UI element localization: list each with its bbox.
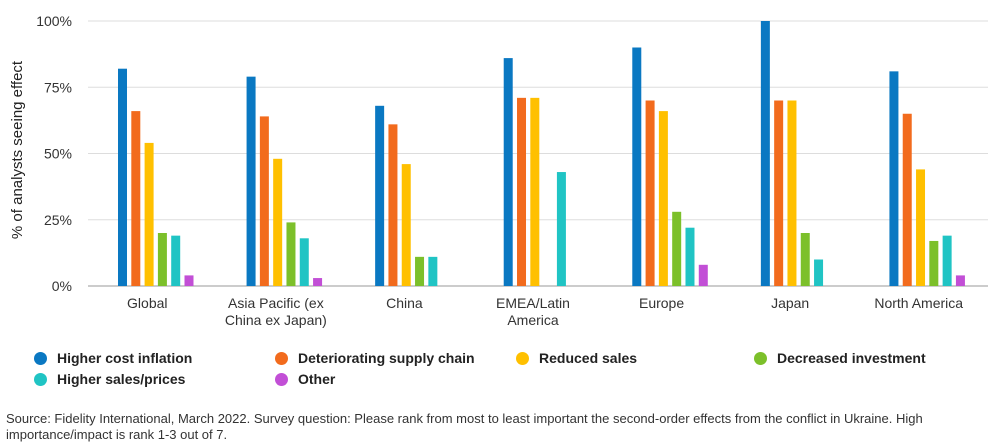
legend-swatch [34, 351, 47, 365]
x-tick-label: Global [127, 295, 167, 311]
x-tick-label: Japan [771, 295, 809, 311]
bar [503, 58, 513, 286]
x-tick-label: North America [874, 295, 963, 311]
bar [955, 275, 965, 286]
x-tick-label-line: EMEA/Latin [496, 295, 570, 311]
bar [698, 264, 708, 286]
bar [171, 235, 181, 286]
bar [889, 71, 899, 286]
bar [286, 222, 296, 286]
legend-item: Reduced sales [516, 348, 637, 368]
x-tick-label: EMEA/Latin America [496, 295, 570, 328]
legend-label: Reduced sales [539, 350, 638, 366]
legend-item: Higher cost inflation [34, 348, 192, 368]
bar [401, 164, 411, 286]
bar [259, 116, 269, 287]
bar [760, 21, 770, 286]
bar [184, 275, 194, 286]
bar [556, 172, 566, 286]
y-tick-label: 0% [52, 278, 72, 294]
y-tick-label: 25% [44, 212, 72, 228]
legend-swatch [275, 351, 288, 365]
bar [375, 105, 385, 286]
bar [645, 100, 655, 286]
legend-label: Decreased investment [777, 350, 926, 366]
bar [428, 256, 438, 286]
legend-label: Deteriorating supply chain [298, 350, 475, 366]
y-tick-label: 100% [36, 13, 72, 29]
bar [632, 47, 642, 286]
x-axis-tick-labels: Global Asia Pacific (ex China ex Japan)Chi… [127, 295, 963, 328]
legend-item: Higher sales/prices [34, 369, 185, 389]
bar [299, 238, 309, 286]
bar [131, 111, 141, 286]
legend-swatch [754, 351, 767, 365]
bar [273, 158, 283, 286]
bar [916, 169, 926, 286]
bar [517, 97, 527, 286]
legend-item: Other [275, 369, 335, 389]
x-tick-label: China [386, 295, 423, 311]
bar [774, 100, 784, 286]
y-axis-label: % of analysts seeing effect [9, 60, 26, 239]
y-tick-label: 50% [44, 146, 72, 162]
bar [313, 278, 323, 286]
x-tick-label-line: Europe [639, 295, 684, 311]
bar [530, 97, 540, 286]
x-tick-label-line: Japan [771, 295, 809, 311]
bar [144, 142, 154, 286]
legend: Higher cost inflation Deteriorating suppl… [34, 348, 974, 392]
bar [157, 233, 167, 286]
bar-chart: 0%25%50%75%100% Global Asia Pacific (ex Ch… [36, 13, 988, 328]
legend-item: Deteriorating supply chain [275, 348, 475, 368]
legend-label: Higher sales/prices [57, 371, 186, 387]
bar [118, 68, 127, 286]
bar [942, 235, 952, 286]
bar [685, 227, 695, 286]
bar [388, 124, 398, 286]
bar [929, 240, 939, 286]
x-tick-label-line: Global [127, 295, 167, 311]
legend-swatch [34, 372, 47, 386]
y-tick-label: 75% [44, 79, 72, 95]
bar [415, 256, 425, 286]
x-tick-label: Asia Pacific (ex China ex Japan) [225, 295, 327, 328]
x-tick-label-line: China [386, 295, 423, 311]
bar [246, 76, 256, 287]
x-tick-label-line: Asia Pacific (ex [228, 295, 324, 311]
bar [800, 233, 810, 286]
bar [658, 111, 668, 286]
x-tick-label-line: North America [874, 295, 963, 311]
legend-swatch [275, 372, 288, 386]
y-axis-tick-labels: 0% 25% 50% 75% 100% [36, 13, 72, 294]
legend-label: Other [298, 371, 336, 387]
bar [814, 259, 824, 286]
bar [787, 100, 797, 286]
bar [672, 211, 682, 286]
source-note: Source: Fidelity International, March 20… [6, 411, 923, 442]
bars [118, 21, 965, 287]
legend-item: Decreased investment [754, 348, 926, 368]
legend-label: Higher cost inflation [57, 350, 193, 366]
legend-swatch [516, 351, 529, 365]
x-tick-label-line: China ex Japan) [225, 312, 327, 328]
x-tick-label-line: America [507, 312, 559, 328]
y-axis-label-text: % of analysts seeing effect [9, 60, 26, 239]
bar [902, 113, 912, 286]
x-tick-label: Europe [639, 295, 684, 311]
